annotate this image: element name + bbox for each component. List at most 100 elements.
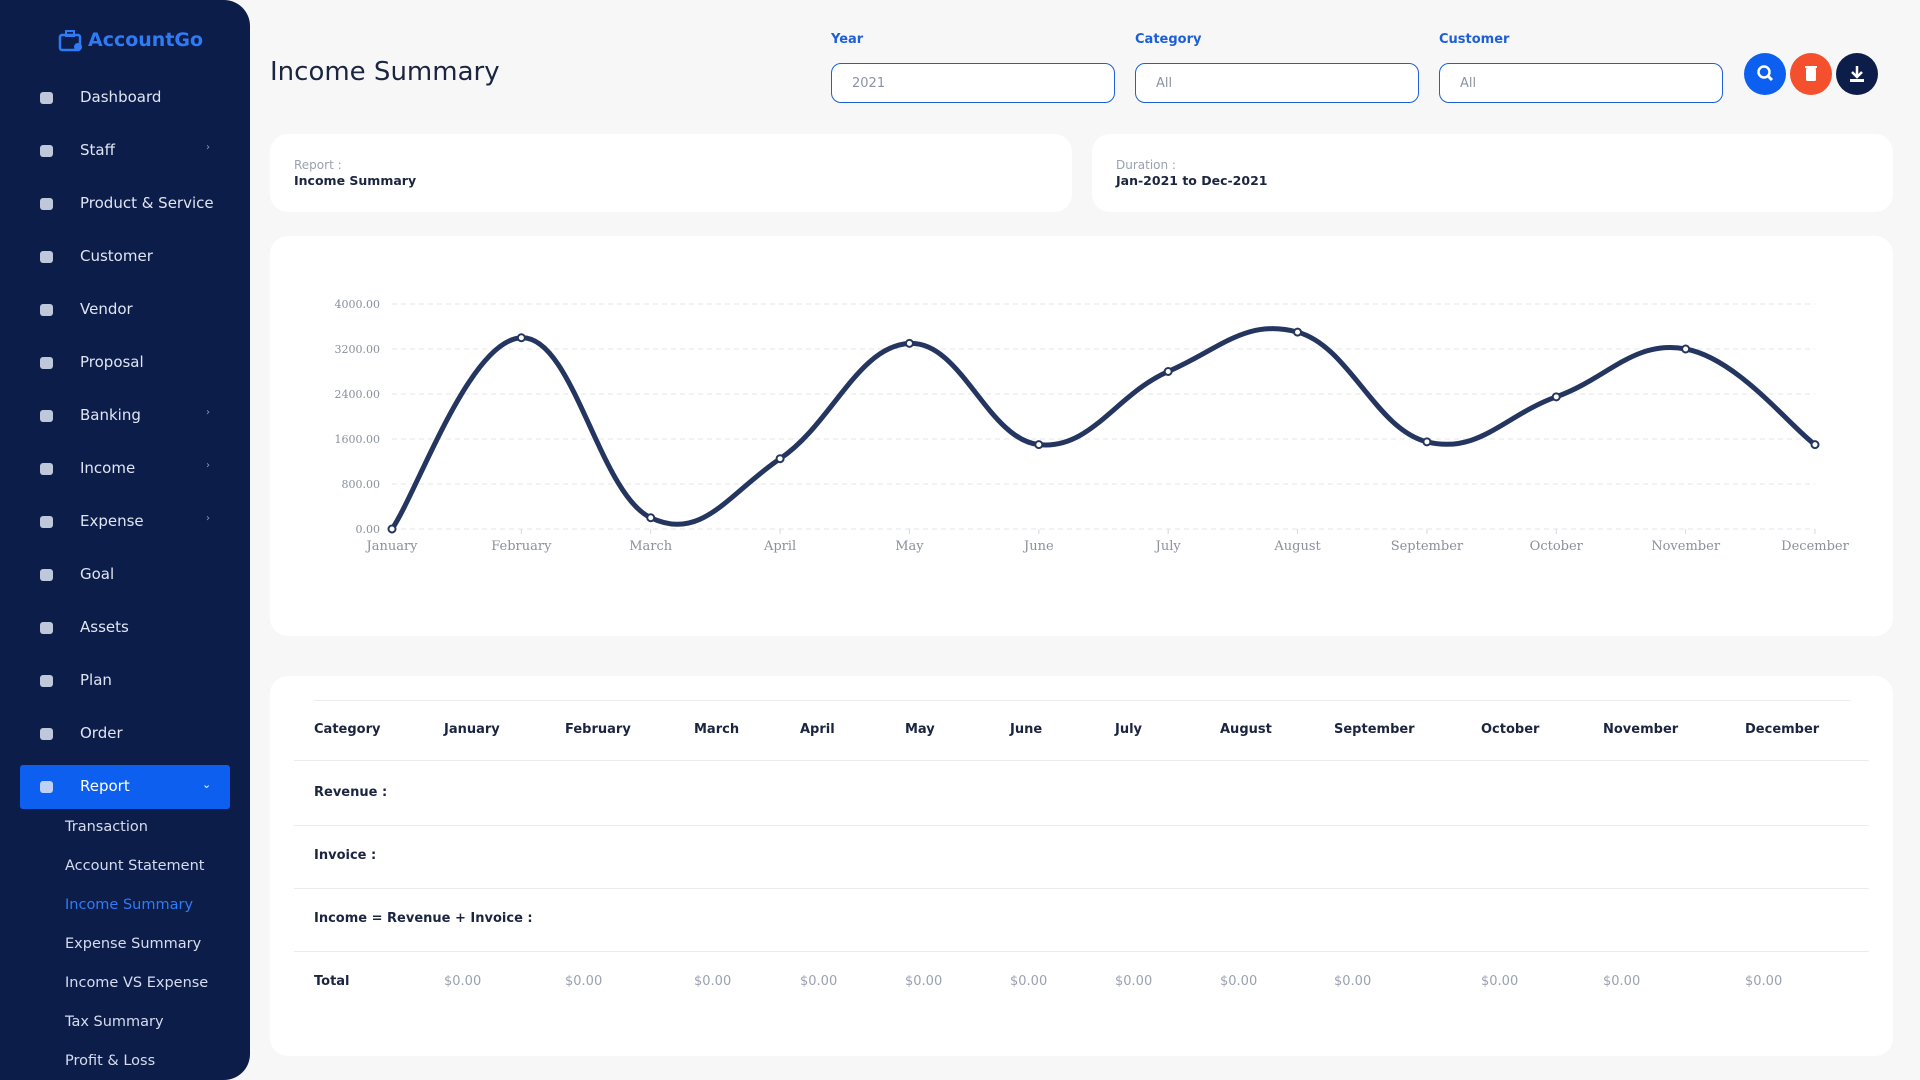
duration-card xyxy=(1092,134,1893,212)
cell-value: $0.00 xyxy=(800,974,838,989)
menu-item[interactable]: Expense xyxy=(80,512,144,530)
y-tick-label: 2400.00 xyxy=(335,388,381,401)
x-tick-label: February xyxy=(491,539,552,554)
column-header: September xyxy=(1334,722,1415,737)
data-point xyxy=(516,333,526,343)
menu-icon xyxy=(40,728,53,740)
menu-icon xyxy=(40,304,53,316)
submenu-item[interactable]: Income VS Expense xyxy=(65,975,209,991)
filter-label: Customer xyxy=(1439,32,1510,47)
table-card xyxy=(270,676,1893,1056)
column-header: May xyxy=(905,722,935,737)
submenu-item[interactable]: Profit & Loss xyxy=(65,1053,156,1069)
row-divider xyxy=(294,760,1869,761)
menu-item[interactable]: Assets xyxy=(80,618,129,636)
column-header: June xyxy=(1010,722,1043,737)
submenu-item[interactable]: Expense Summary xyxy=(65,936,202,952)
column-header: April xyxy=(800,722,835,737)
row-label: Total xyxy=(314,974,350,989)
menu-item[interactable]: Proposal xyxy=(80,353,144,371)
page-title: Income Summary xyxy=(270,57,500,87)
data-point xyxy=(1422,437,1432,447)
cell-value: $0.00 xyxy=(1745,974,1783,989)
menu-active-bg xyxy=(20,765,230,809)
filter-input[interactable]: 2021 xyxy=(831,63,1115,103)
row-label: Revenue : xyxy=(314,785,388,800)
cell-value: $0.00 xyxy=(905,974,943,989)
menu-arrow: ⌄ xyxy=(202,778,212,791)
menu-item[interactable]: Report xyxy=(80,777,130,795)
cell-value: $0.00 xyxy=(1481,974,1519,989)
menu-icon xyxy=(40,463,53,475)
x-tick-label: March xyxy=(629,539,673,554)
download-button[interactable] xyxy=(1836,53,1878,95)
menu-item[interactable]: Staff xyxy=(80,141,115,159)
column-header: Category xyxy=(314,722,381,737)
info-label: Report : xyxy=(294,158,342,172)
menu-icon xyxy=(40,357,53,369)
x-tick-label: January xyxy=(364,539,418,554)
row-divider xyxy=(294,888,1869,889)
cell-value: $0.00 xyxy=(694,974,732,989)
row-divider xyxy=(294,825,1869,826)
menu-icon xyxy=(40,198,53,210)
menu-arrow: › xyxy=(206,513,210,524)
filter-input[interactable]: All xyxy=(1439,63,1723,103)
menu-item[interactable]: Product & Service xyxy=(80,194,214,212)
menu-item[interactable]: Banking xyxy=(80,406,141,424)
column-header: October xyxy=(1481,722,1540,737)
x-tick-label: May xyxy=(895,539,924,554)
column-header: December xyxy=(1745,722,1820,737)
menu-icon xyxy=(40,622,53,634)
menu-arrow: › xyxy=(206,407,210,418)
menu-item[interactable]: Goal xyxy=(80,565,115,583)
menu-item[interactable]: Plan xyxy=(80,671,112,689)
row-divider xyxy=(314,700,1850,701)
menu-icon xyxy=(40,251,53,263)
row-label: Invoice : xyxy=(314,848,377,863)
cell-value: $0.00 xyxy=(444,974,482,989)
menu-item[interactable]: Income xyxy=(80,459,136,477)
submenu-item[interactable]: Transaction xyxy=(65,819,148,835)
column-header: August xyxy=(1220,722,1272,737)
data-point xyxy=(1034,440,1044,450)
data-point xyxy=(1163,367,1173,376)
menu-icon xyxy=(40,410,53,422)
cell-value: $0.00 xyxy=(1115,974,1153,989)
submenu-item[interactable]: Income Summary xyxy=(65,897,194,913)
y-tick-label: 3200.00 xyxy=(335,343,381,356)
series-line xyxy=(389,326,1818,532)
x-tick-label: June xyxy=(1022,539,1054,554)
data-point xyxy=(1681,344,1691,354)
row-label: Income = Revenue + Invoice : xyxy=(314,911,533,926)
menu-item[interactable]: Order xyxy=(80,724,123,742)
brand-logo xyxy=(58,30,82,52)
menu-item[interactable]: Vendor xyxy=(80,300,133,318)
x-tick-label: December xyxy=(1781,539,1849,554)
y-tick-label: 0.00 xyxy=(356,523,381,536)
cell-value: $0.00 xyxy=(565,974,603,989)
search-button[interactable] xyxy=(1744,53,1786,95)
reset-button[interactable] xyxy=(1790,53,1832,95)
menu-item[interactable]: Customer xyxy=(80,247,153,265)
data-point xyxy=(1810,440,1820,450)
filter-label: Year xyxy=(831,32,864,47)
submenu-item[interactable]: Account Statement xyxy=(65,858,205,874)
menu-icon xyxy=(40,675,53,687)
x-tick-label: July xyxy=(1154,539,1182,554)
sidebar: AccountGo Dashboard Staff › Product & Servi… xyxy=(0,0,250,1080)
data-point xyxy=(775,454,785,464)
column-header: March xyxy=(694,722,740,737)
data-point xyxy=(904,338,914,348)
submenu-item[interactable]: Tax Summary xyxy=(65,1014,164,1030)
menu-icon xyxy=(40,781,53,793)
menu-icon xyxy=(40,569,53,581)
menu-arrow: › xyxy=(206,460,210,471)
filter-input[interactable]: All xyxy=(1135,63,1419,103)
y-tick-label: 4000.00 xyxy=(335,298,381,311)
data-point xyxy=(1551,392,1561,402)
menu-item[interactable]: Dashboard xyxy=(80,88,162,106)
cell-value: $0.00 xyxy=(1220,974,1258,989)
column-header: January xyxy=(444,722,500,737)
